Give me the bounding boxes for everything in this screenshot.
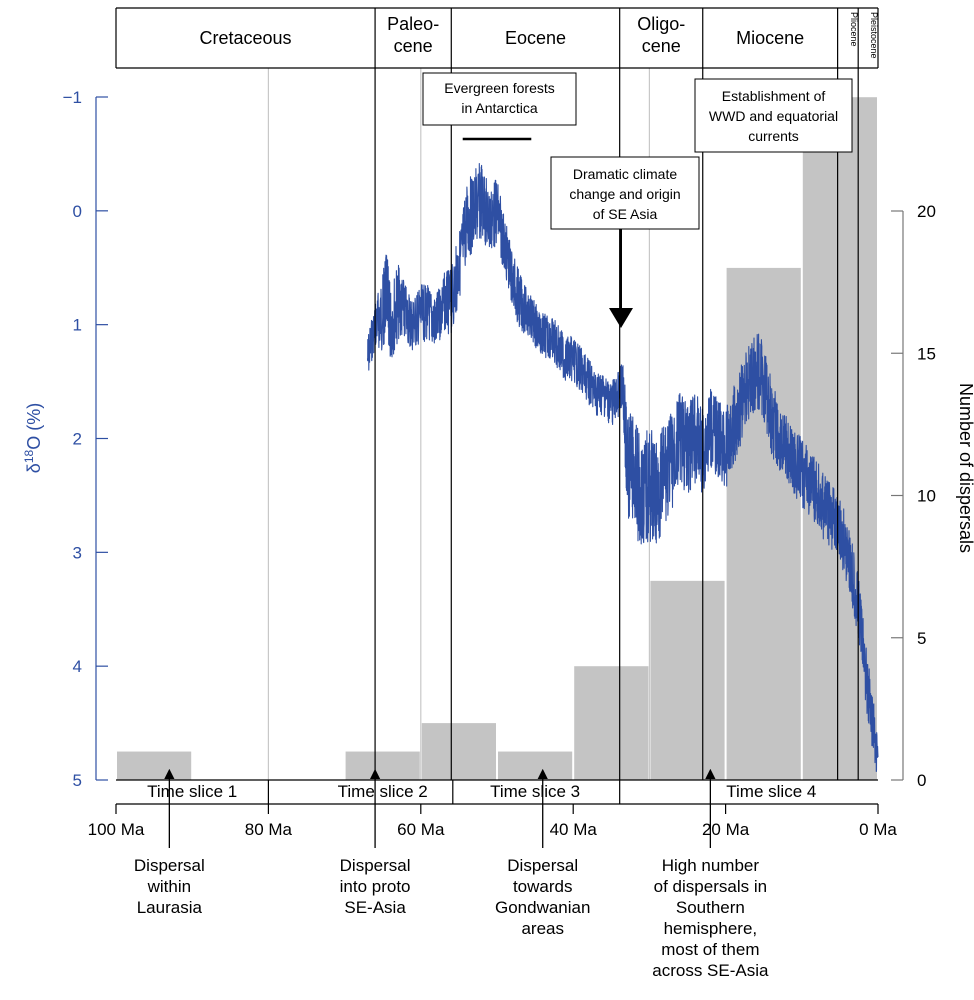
- dispersal-bar-6: [726, 267, 801, 780]
- y-left-axis-label: δ18O (%): [22, 403, 44, 473]
- y-left-tick-label-1: 0: [73, 202, 82, 221]
- dispersal-bar-0: [117, 751, 192, 780]
- y-right-tick-label-2: 10: [917, 487, 936, 506]
- epoch-label-pleistocene: Pleistocene: [869, 12, 879, 59]
- x-tick-label-60: 60 Ma: [397, 820, 445, 839]
- bottom-note-text-2: Dispersal into proto SE-Asia: [340, 856, 411, 917]
- annotation-wwd-currents-box: [694, 78, 853, 153]
- dispersal-bar-3: [498, 751, 573, 780]
- dispersal-bar-2: [421, 723, 496, 780]
- dispersal-bar-4: [574, 666, 649, 780]
- y-right-axis-label: Number of dispersals: [956, 383, 974, 553]
- annotation-wwd-currents-text: Establishment of WWD and equatorial curren…: [709, 88, 838, 144]
- x-tick-label-0: 0 Ma: [859, 820, 897, 839]
- y-right-tick-label-1: 5: [917, 629, 926, 648]
- y-left-tick-label-2: 1: [73, 316, 82, 335]
- epoch-label-oligocene: Oligo-cene: [637, 14, 685, 56]
- time-slice-label-4: Time slice 4: [726, 782, 816, 801]
- y-left-tick-label-0: −1: [63, 88, 82, 107]
- bottom-note-text-1: Dispersal within Laurasia: [134, 856, 205, 917]
- epoch-label-miocene: Miocene: [736, 28, 804, 48]
- y-right-tick-label-0: 0: [917, 771, 926, 790]
- epoch-label-pliocene: Pliocene: [849, 12, 859, 47]
- x-tick-label-40: 40 Ma: [550, 820, 598, 839]
- y-right-tick-label-4: 20: [917, 202, 936, 221]
- annotation-evergreen-forests-text: Evergreen forests in Antarctica: [444, 80, 555, 116]
- y-left-tick-label-6: 5: [73, 771, 82, 790]
- annotation-climate-change-box: [550, 156, 700, 230]
- time-slice-label-2: Time slice 2: [338, 782, 428, 801]
- y-left-tick-label-3: 2: [73, 430, 82, 449]
- x-tick-label-80: 80 Ma: [245, 820, 293, 839]
- epoch-label-eocene: Eocene: [505, 28, 566, 48]
- time-slice-label-1: Time slice 1: [147, 782, 237, 801]
- y-right-tick-label-3: 15: [917, 344, 936, 363]
- time-slice-label-3: Time slice 3: [490, 782, 580, 801]
- y-left-tick-label-5: 4: [73, 657, 82, 676]
- epoch-label-cretaceous: Cretaceous: [200, 28, 292, 48]
- dispersal-bar-5: [650, 580, 725, 780]
- dispersal-bar-1: [345, 751, 420, 780]
- epoch-label-paleocene: Paleo-cene: [387, 14, 439, 56]
- bottom-note-text-3: Dispersal towards Gondwanian areas: [495, 856, 590, 938]
- x-tick-label-20: 20 Ma: [702, 820, 750, 839]
- annotation-climate-change-text: Dramatic climate change and origin of SE A…: [569, 166, 680, 222]
- x-tick-label-100: 100 Ma: [88, 820, 145, 839]
- y-left-tick-label-4: 3: [73, 543, 82, 562]
- bottom-note-text-4: High number of dispersals in Southern hemis…: [652, 856, 769, 980]
- annotation-evergreen-forests-box: [422, 72, 577, 126]
- d18o-series-line: [366, 163, 879, 773]
